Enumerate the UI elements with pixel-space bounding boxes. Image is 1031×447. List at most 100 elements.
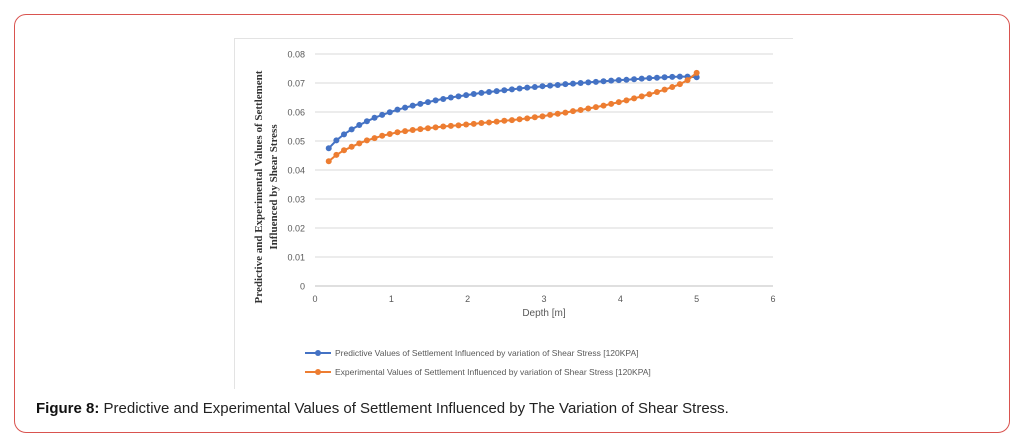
- data-point-predictive: [669, 73, 676, 80]
- data-point-predictive: [356, 122, 363, 129]
- data-point-predictive: [661, 74, 668, 81]
- data-point-predictive: [402, 104, 409, 111]
- caption-label: Figure 8:: [36, 400, 100, 417]
- data-point-predictive: [417, 100, 424, 107]
- data-point-experimental: [417, 126, 424, 133]
- data-point-experimental: [653, 88, 660, 95]
- data-point-predictive: [592, 78, 599, 85]
- data-point-predictive: [615, 77, 622, 84]
- data-point-predictive: [623, 76, 630, 83]
- data-point-predictive: [463, 92, 470, 99]
- data-point-experimental: [402, 128, 409, 135]
- data-point-predictive: [379, 111, 386, 118]
- data-point-experimental: [684, 77, 691, 84]
- data-point-experimental: [524, 115, 531, 122]
- data-point-predictive: [447, 94, 454, 101]
- x-tick-label: 3: [541, 294, 546, 304]
- data-point-experimental: [356, 140, 363, 147]
- data-point-experimental: [623, 97, 630, 104]
- data-point-predictive: [508, 86, 515, 93]
- data-point-experimental: [501, 117, 508, 124]
- data-point-experimental: [531, 114, 538, 121]
- legend-label: Predictive Values of Settlement Influenc…: [335, 348, 639, 358]
- data-point-experimental: [371, 135, 378, 142]
- data-point-predictive: [516, 85, 523, 92]
- data-point-predictive: [562, 81, 569, 88]
- data-point-experimental: [539, 113, 546, 120]
- data-point-experimental: [478, 120, 485, 127]
- data-point-experimental: [470, 120, 477, 127]
- data-point-predictive: [524, 84, 531, 91]
- data-point-predictive: [486, 88, 493, 95]
- legend-label: Experimental Values of Settlement Influe…: [335, 367, 651, 377]
- x-tick-label: 5: [694, 294, 699, 304]
- data-point-experimental: [631, 95, 638, 102]
- data-point-predictive: [440, 95, 447, 102]
- data-point-predictive: [348, 126, 355, 133]
- data-point-experimental: [585, 105, 592, 112]
- y-tick-label: 0.07: [287, 79, 305, 89]
- data-point-predictive: [554, 82, 561, 89]
- x-tick-label: 6: [770, 294, 775, 304]
- line-chart: 0 0.01 0.02 0.03 0.04 0.05 0.06 0.07 0.08 0 1 2 3 4 5 6…: [253, 50, 776, 378]
- data-point-predictive: [631, 76, 638, 83]
- data-point-experimental: [493, 118, 500, 125]
- data-point-experimental: [348, 143, 355, 150]
- data-point-predictive: [531, 84, 538, 91]
- data-point-predictive: [539, 83, 546, 90]
- x-tick-label: 4: [618, 294, 623, 304]
- data-point-experimental: [386, 131, 393, 138]
- data-point-experimental: [409, 126, 416, 133]
- figure-caption: Figure 8: Predictive and Experimental Va…: [36, 400, 729, 417]
- data-point-predictive: [653, 74, 660, 81]
- data-point-experimental: [363, 137, 370, 144]
- data-point-predictive: [470, 91, 477, 98]
- data-point-experimental: [447, 122, 454, 129]
- data-point-experimental: [600, 102, 607, 109]
- data-point-predictive: [638, 75, 645, 82]
- data-point-predictive: [333, 137, 340, 144]
- data-point-experimental: [486, 119, 493, 126]
- data-point-experimental: [394, 129, 401, 136]
- data-point-predictive: [676, 73, 683, 80]
- y-tick-label: 0.05: [287, 137, 305, 147]
- data-point-experimental: [608, 100, 615, 107]
- data-point-predictive: [424, 99, 431, 106]
- data-point-experimental: [615, 99, 622, 106]
- y-tick-label: 0.03: [287, 195, 305, 205]
- data-point-predictive: [570, 80, 577, 87]
- data-point-experimental: [432, 124, 439, 131]
- data-point-experimental: [669, 84, 676, 91]
- chart-area: 0 0.01 0.02 0.03 0.04 0.05 0.06 0.07 0.08 0 1 2 3 4 5 6…: [234, 38, 793, 389]
- y-tick-label: 0.01: [287, 253, 305, 263]
- data-point-experimental: [516, 116, 523, 123]
- figure-frame: [14, 14, 1010, 433]
- data-point-experimental: [424, 125, 431, 132]
- data-point-experimental: [379, 132, 386, 139]
- data-point-predictive: [409, 102, 416, 109]
- data-point-experimental: [570, 108, 577, 115]
- data-point-experimental: [638, 93, 645, 100]
- data-point-experimental: [592, 104, 599, 111]
- data-point-predictive: [577, 80, 584, 86]
- data-point-experimental: [455, 122, 462, 129]
- data-point-predictive: [585, 79, 592, 86]
- data-point-experimental: [554, 110, 561, 117]
- legend-marker: [315, 350, 321, 356]
- data-point-experimental: [562, 109, 569, 116]
- data-point-experimental: [341, 147, 348, 154]
- caption-text: Predictive and Experimental Values of Se…: [99, 400, 729, 417]
- data-point-experimental: [676, 81, 683, 88]
- data-point-experimental: [661, 86, 668, 93]
- x-axis-label: Depth [m]: [522, 308, 566, 319]
- x-tick-label: 0: [312, 294, 317, 304]
- data-point-experimental: [693, 69, 700, 76]
- data-point-predictive: [432, 97, 439, 104]
- data-point-experimental: [508, 117, 515, 124]
- y-tick-label: 0.06: [287, 108, 305, 118]
- data-point-experimental: [463, 121, 470, 128]
- data-point-predictive: [455, 93, 462, 100]
- data-point-predictive: [693, 74, 700, 81]
- legend-marker: [315, 369, 321, 375]
- data-point-predictive: [363, 118, 370, 125]
